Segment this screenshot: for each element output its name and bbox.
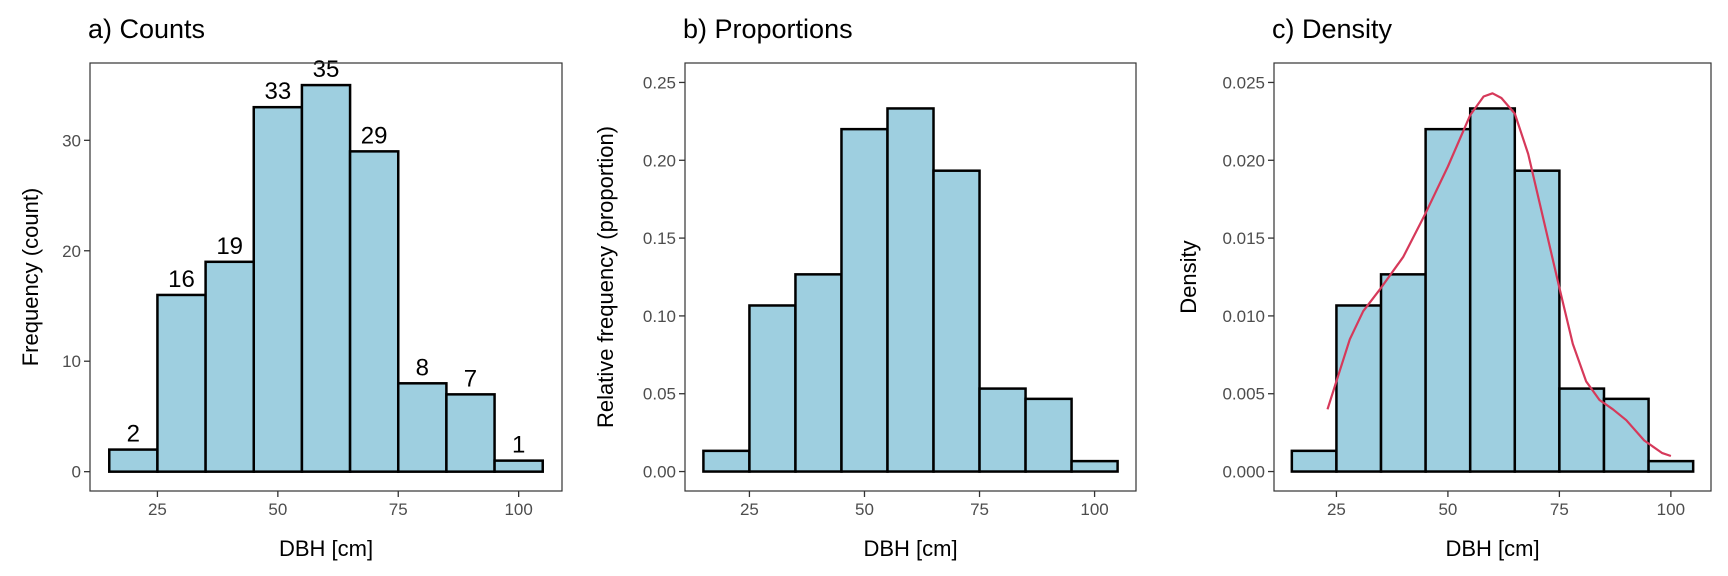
y-tick-label: 0.10 [643,307,676,326]
histogram-bar [445,393,496,473]
bar-data-label: 16 [168,266,195,293]
histogram-bar [886,107,935,473]
bar-data-label: 8 [416,354,429,381]
x-tick-label: 50 [855,500,874,519]
x-tick-label: 50 [268,500,287,519]
y-tick-label: 0.15 [643,229,676,248]
histogram-bar [252,105,304,473]
x-axis-title: DBH [cm] [863,536,957,561]
histogram-bar [1602,397,1650,473]
x-axis-title: DBH [cm] [279,536,373,561]
panel-border [684,62,1137,492]
y-tick-label: 30 [62,131,81,150]
histogram-bar [748,304,797,473]
y-tick-label: 0.20 [643,151,676,170]
histogram-bar [840,127,889,473]
x-tick-label: 75 [1550,500,1569,519]
y-axis-title: Relative frequency (proportion) [593,126,618,428]
histogram-bar [300,83,352,473]
histogram-bar [108,448,159,473]
bar-data-label: 35 [313,56,340,83]
panel-border [89,62,563,492]
panel-title: a) Counts [88,14,205,44]
histogram-bar [348,150,400,473]
x-tick-label: 100 [1080,500,1108,519]
y-tick-label: 0.05 [643,385,676,404]
y-tick-label: 10 [62,352,81,371]
panel-proportions: b) Proportions 0.00 0.05 0.10 0.15 0.20 0.25 25… [593,14,1137,561]
x-tick-label: 100 [504,500,532,519]
histogram-bar [702,449,751,473]
y-axis-title: Density [1176,240,1201,313]
x-tick-label: 75 [970,500,989,519]
bar-data-label: 33 [264,78,291,105]
y-tick-label: 0.25 [643,73,676,92]
histogram-bar [978,387,1027,473]
histogram-bar [1424,127,1472,473]
y-tick-label: 0.00 [643,463,676,482]
bar-data-label: 29 [361,122,388,149]
y-tick-label: 0.020 [1222,151,1265,170]
histogram-bar [1647,459,1695,473]
y-axis-title: Frequency (count) [18,188,43,367]
x-axis-title: DBH [cm] [1445,536,1539,561]
panel-title: b) Proportions [683,14,853,44]
bar-data-label: 7 [464,365,477,392]
histogram-bar [1513,169,1561,473]
y-tick-label: 0.000 [1222,463,1265,482]
x-tick-label: 25 [740,500,759,519]
histogram-bar [1379,273,1427,473]
panel-title: c) Density [1272,14,1393,44]
x-tick-label: 50 [1438,500,1457,519]
histogram-bar [1335,304,1383,473]
bar-data-label: 19 [216,233,243,260]
histogram-bar [794,273,843,473]
y-tick-label: 0.015 [1222,229,1265,248]
histogram-bar [396,382,448,473]
bar-data-label: 1 [512,432,525,459]
y-tick-label: 0.010 [1222,307,1265,326]
histogram-bar [932,169,981,473]
density-curve [1326,92,1672,458]
y-tick-label: 0.025 [1222,73,1265,92]
y-tick-label: 0 [72,463,81,482]
x-tick-label: 100 [1657,500,1685,519]
x-tick-label: 25 [1327,500,1346,519]
histogram-bar [156,293,207,473]
y-tick-label: 20 [62,242,81,261]
histogram-bar [1070,459,1119,473]
x-tick-label: 25 [148,500,167,519]
x-tick-label: 75 [389,500,408,519]
bar-data-label: 2 [127,421,140,448]
panel-density: c) Density 0.000 0.005 0.010 0.015 0.020 0.025… [1176,14,1712,561]
panel-border [1273,62,1712,492]
histogram-bar [1468,107,1517,473]
histogram-bar [1024,397,1073,473]
histogram-bar [1290,449,1338,473]
histogram-bar [493,459,544,473]
histogram-bar [204,260,256,473]
histogram-bar [1558,387,1606,473]
y-tick-label: 0.005 [1222,385,1265,404]
